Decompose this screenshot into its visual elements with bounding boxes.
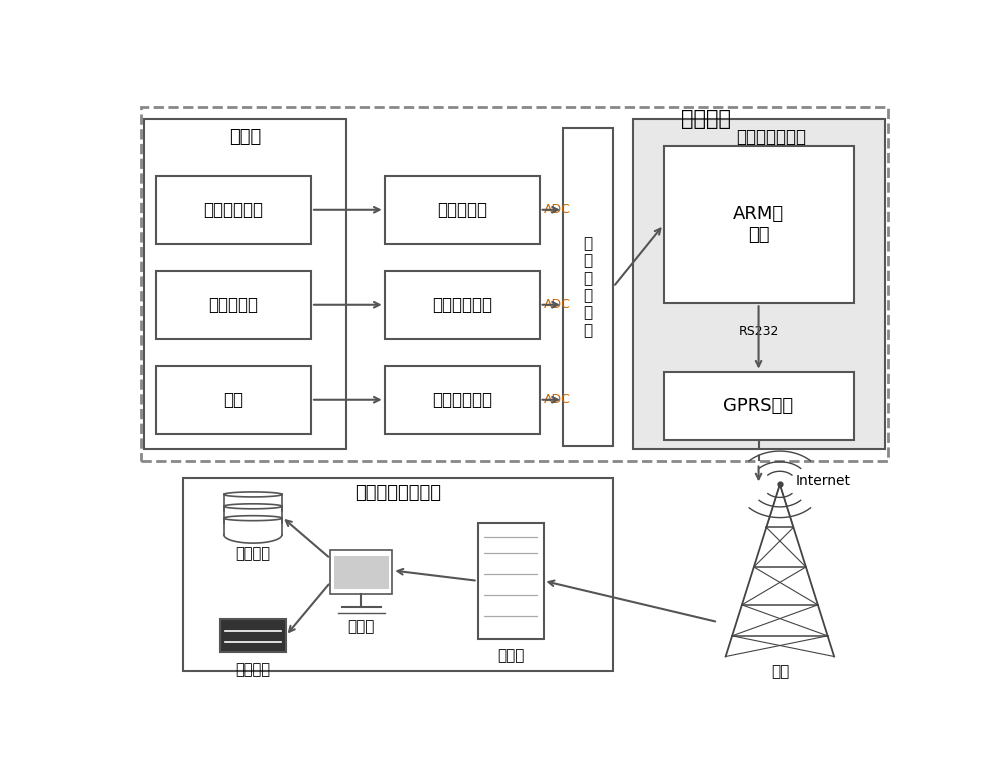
Text: ADC: ADC (544, 393, 570, 406)
FancyBboxPatch shape (664, 146, 854, 303)
FancyBboxPatch shape (563, 128, 613, 446)
Text: GPRS模块: GPRS模块 (723, 397, 794, 415)
FancyBboxPatch shape (220, 619, 286, 652)
FancyBboxPatch shape (183, 478, 613, 672)
Text: 高速轴轴承座: 高速轴轴承座 (204, 200, 264, 219)
Text: ARM处
理器: ARM处 理器 (733, 205, 784, 244)
Text: 各转轴端盖: 各转轴端盖 (208, 296, 258, 314)
FancyBboxPatch shape (156, 176, 311, 244)
FancyBboxPatch shape (330, 550, 392, 594)
FancyBboxPatch shape (385, 365, 540, 434)
FancyBboxPatch shape (140, 107, 888, 460)
Text: Internet: Internet (795, 474, 850, 488)
Text: 齿轮箱: 齿轮箱 (229, 128, 261, 146)
FancyBboxPatch shape (385, 271, 540, 339)
Text: 多
路
信
号
采
集: 多 路 信 号 采 集 (584, 236, 593, 338)
Text: 加速度传感器: 加速度传感器 (432, 391, 492, 409)
Text: 温度传感器: 温度传感器 (437, 200, 487, 219)
Text: 数据存储: 数据存储 (235, 547, 270, 561)
Text: RS232: RS232 (739, 325, 779, 338)
FancyBboxPatch shape (144, 120, 346, 449)
Text: 服务器: 服务器 (497, 648, 524, 663)
Text: 故障诊断: 故障诊断 (235, 662, 270, 678)
Text: 基站: 基站 (771, 664, 789, 678)
Text: 箱体: 箱体 (224, 391, 244, 409)
Text: 嵌入式监测单元: 嵌入式监测单元 (736, 128, 806, 146)
Text: 加速度传感器: 加速度传感器 (432, 296, 492, 314)
FancyBboxPatch shape (478, 523, 544, 638)
FancyBboxPatch shape (633, 120, 885, 449)
FancyBboxPatch shape (664, 372, 854, 439)
FancyBboxPatch shape (156, 365, 311, 434)
FancyBboxPatch shape (385, 176, 540, 244)
FancyBboxPatch shape (156, 271, 311, 339)
Text: 现场单元: 现场单元 (681, 109, 731, 130)
FancyBboxPatch shape (334, 556, 388, 589)
Text: ADC: ADC (544, 203, 570, 216)
Text: 远程监测维护中心: 远程监测维护中心 (355, 484, 441, 502)
Text: ADC: ADC (544, 298, 570, 311)
Text: 上位机: 上位机 (348, 619, 375, 635)
